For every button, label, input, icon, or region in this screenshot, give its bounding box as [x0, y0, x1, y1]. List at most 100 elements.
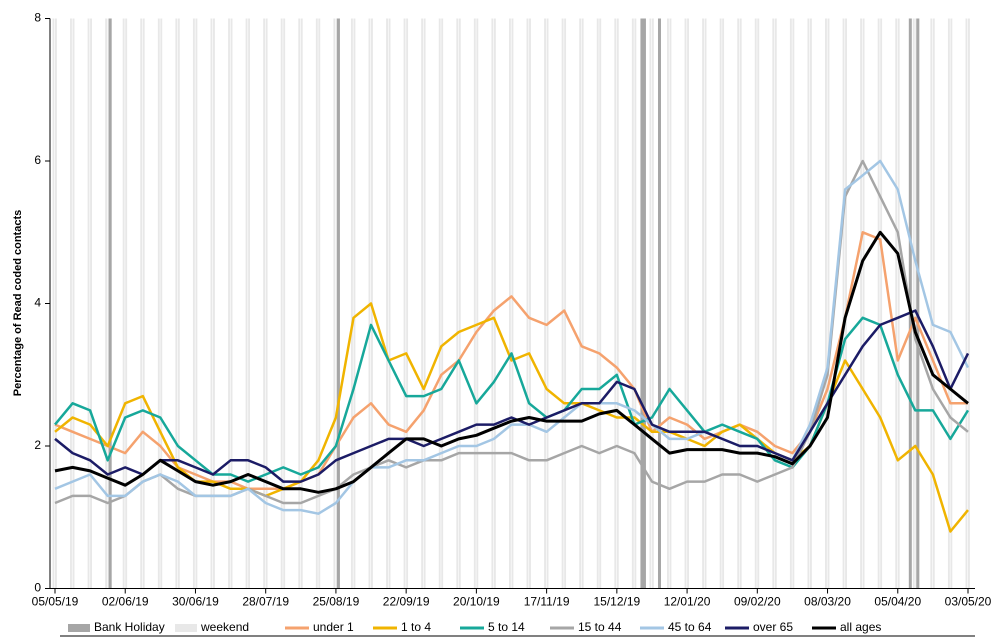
weekend-band: [107, 18, 110, 589]
weekend-band: [248, 18, 251, 589]
weekend-band: [263, 18, 266, 589]
weekend-band: [423, 18, 426, 589]
x-tick-label: 09/02/20: [734, 595, 781, 609]
x-tick-label: 22/09/19: [383, 595, 430, 609]
series-line: [54, 230, 969, 494]
weekend-band: [737, 18, 740, 589]
x-tick-label: 08/03/20: [804, 595, 851, 609]
weekend-band: [546, 18, 549, 589]
weekend-band: [192, 18, 195, 589]
y-tick-label: 0: [34, 581, 41, 595]
weekend-band: [210, 18, 213, 589]
weekend-band: [403, 18, 406, 589]
weekend-band: [87, 18, 90, 589]
weekend-band: [965, 18, 968, 589]
x-tick-label: 17/11/19: [524, 595, 570, 609]
weekend-band: [493, 18, 496, 589]
weekend-band: [511, 18, 514, 589]
legend-swatch: [68, 624, 90, 632]
legend-label: weekend: [200, 620, 249, 634]
weekend-band: [789, 18, 792, 589]
y-tick-label: 2: [34, 438, 41, 452]
weekend-band: [406, 18, 409, 589]
weekend-band: [177, 18, 180, 589]
weekend-band: [596, 18, 599, 589]
bank-holiday-band: [640, 18, 644, 589]
weekend-band: [157, 18, 160, 589]
weekend-band: [739, 18, 742, 589]
weekend-band: [441, 18, 444, 589]
weekend-band: [72, 18, 75, 589]
weekend-band: [386, 18, 388, 589]
weekend-band: [702, 18, 705, 589]
weekend-band: [634, 18, 637, 589]
weekend-band: [757, 18, 760, 589]
weekend-band: [245, 18, 248, 589]
bank-holiday-band: [642, 18, 646, 589]
weekend-band: [508, 18, 511, 589]
weekend-band: [70, 18, 72, 589]
weekend-band: [213, 18, 215, 589]
weekend-band: [125, 18, 128, 589]
weekend-band: [298, 18, 301, 589]
weekend-band: [388, 18, 391, 589]
weekend-band: [825, 18, 827, 589]
weekend-band: [315, 18, 318, 589]
x-tick-label: 28/07/19: [242, 595, 289, 609]
weekend-band: [915, 18, 918, 589]
weekend-band: [845, 18, 847, 589]
weekend-band: [491, 18, 494, 589]
bank-holiday-band: [336, 18, 340, 589]
weekend-band: [947, 18, 950, 589]
weekend-band: [476, 18, 479, 589]
weekend-band: [669, 18, 672, 589]
weekend-band: [458, 18, 461, 589]
x-tick-label: 20/10/19: [453, 595, 500, 609]
x-tick-label: 30/06/19: [172, 595, 219, 609]
weekend-band: [561, 18, 564, 589]
weekend-band: [160, 18, 163, 589]
weekend-band: [897, 18, 900, 589]
legend-label: 45 to 64: [668, 620, 712, 634]
weekend-band: [318, 18, 321, 589]
weekend-band: [122, 18, 125, 589]
weekend-band: [774, 18, 777, 589]
weekend-band: [230, 18, 233, 589]
plot-area: [52, 18, 970, 589]
weekend-band: [704, 18, 707, 589]
weekend-band: [280, 18, 283, 589]
weekend-band: [649, 18, 652, 589]
legend-swatch: [175, 624, 197, 632]
legend-label: Bank Holiday: [94, 620, 165, 634]
weekend-band: [228, 18, 230, 589]
y-axis-label: Percentage of Read coded contacts: [12, 210, 24, 396]
bank-holiday-band: [657, 18, 661, 589]
weekend-band: [142, 18, 145, 589]
weekend-band: [529, 18, 531, 589]
weekend-band: [860, 18, 863, 589]
weekend-band: [105, 18, 108, 589]
weekend-band: [52, 18, 55, 589]
weekend-band: [651, 18, 654, 589]
weekend-band: [827, 18, 830, 589]
weekend-band: [265, 18, 268, 589]
legend-label: under 1: [313, 620, 354, 634]
weekend-band: [175, 18, 178, 589]
series-line: [54, 159, 970, 515]
x-tick-label: 05/04/20: [874, 595, 921, 609]
legend-label: 1 to 4: [401, 620, 431, 634]
weekend-band: [421, 18, 424, 589]
weekend-band: [684, 18, 687, 589]
weekend-band: [333, 18, 336, 589]
weekend-band: [930, 18, 933, 589]
weekend-band: [719, 18, 722, 589]
bank-holiday-band: [108, 18, 112, 589]
weekend-band: [544, 18, 546, 589]
legend-label: over 65: [753, 620, 793, 634]
weekend-band: [300, 18, 303, 589]
y-tick-label: 6: [34, 153, 41, 167]
weekend-band: [667, 18, 669, 589]
weekend-band: [438, 18, 441, 589]
weekend-band: [564, 18, 567, 589]
